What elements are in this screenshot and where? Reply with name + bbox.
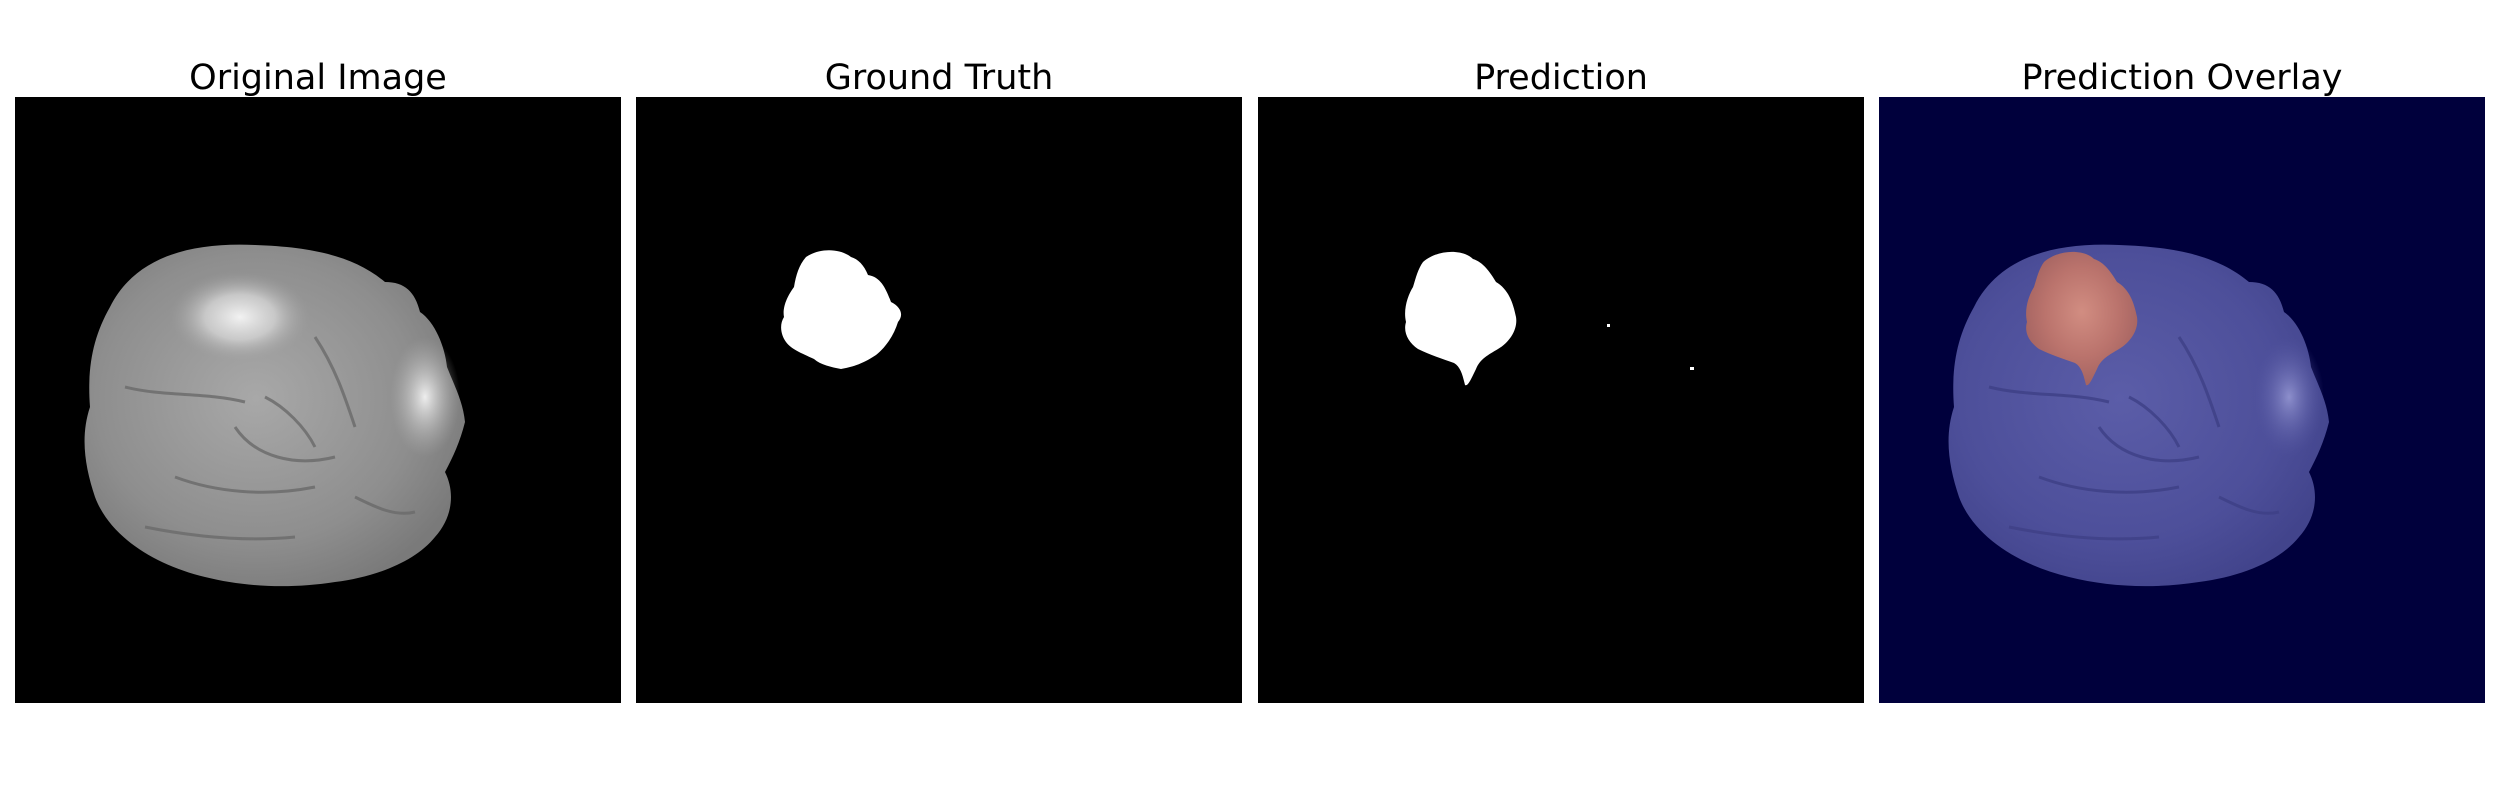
brain-folds	[124, 336, 416, 541]
prediction-mask	[1258, 97, 1864, 703]
panel-title-original: Original Image	[189, 58, 447, 98]
predicted-speck	[1607, 324, 1610, 327]
bright-lesion	[170, 272, 310, 362]
ground-truth-panel	[636, 97, 1242, 703]
bright-edge	[390, 337, 460, 457]
original-mri-image	[15, 97, 621, 703]
tumor-mask	[781, 250, 902, 369]
overlay-bright-edge	[2254, 337, 2324, 457]
prediction-panel	[1258, 97, 1864, 703]
predicted-tumor	[1405, 251, 1517, 386]
ground-truth-mask	[636, 97, 1242, 703]
predicted-speck	[1690, 367, 1694, 370]
overlay-predicted-tumor	[2026, 251, 2138, 386]
prediction-background	[1258, 97, 1864, 703]
panel-title-ground-truth: Ground Truth	[824, 58, 1054, 98]
prediction-overlay-panel	[1879, 97, 2485, 703]
mask-background	[636, 97, 1242, 703]
panel-title-prediction: Prediction	[1474, 58, 1648, 98]
prediction-overlay-image	[1879, 97, 2485, 703]
overlay-brain-folds	[1988, 336, 2280, 541]
panel-title-prediction-overlay: Prediction Overlay	[2021, 58, 2343, 98]
original-image-panel	[15, 97, 621, 703]
